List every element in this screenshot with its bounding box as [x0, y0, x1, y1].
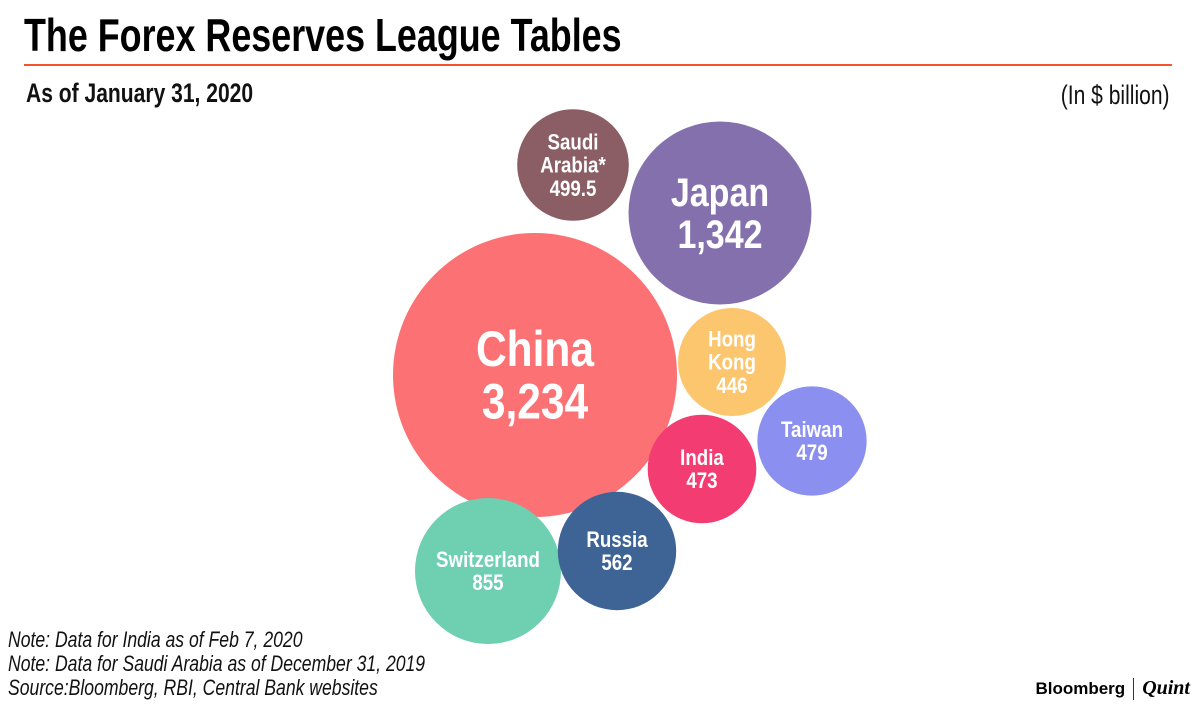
quint-logo: Quint — [1142, 677, 1190, 699]
note-india: Note: Data for India as of Feb 7, 2020 — [8, 627, 303, 652]
bubble-value: 446 — [716, 374, 747, 398]
bubble-circle — [757, 386, 867, 496]
bubble-value: 473 — [686, 470, 717, 494]
footnotes: Note: Data for India as of Feb 7, 2020 N… — [8, 628, 529, 700]
bubble-label: Taiwan — [781, 419, 843, 443]
bubble-label: Hong — [708, 328, 756, 352]
bubble-circle — [557, 491, 677, 611]
bubble-label: Russia — [586, 529, 648, 553]
bubble-circle — [678, 308, 786, 416]
bubble-label: Kong — [708, 351, 756, 375]
bubble-value: 1,342 — [677, 211, 762, 256]
bubble-circle — [517, 109, 629, 221]
title-divider — [24, 64, 1172, 66]
bubble-label: Switzerland — [436, 549, 540, 573]
bubble-circle — [647, 414, 757, 524]
bubble-label: Arabia* — [540, 154, 605, 178]
bubble-value: 855 — [472, 572, 503, 596]
source-note: Source:Bloomberg, RBI, Central Bank webs… — [8, 675, 378, 700]
unit-label: (In $ billion) — [1061, 80, 1170, 110]
bubble-value: 479 — [796, 442, 827, 466]
bubble-value: 499.5 — [550, 177, 597, 201]
bubble-circle — [628, 121, 812, 305]
note-saudi: Note: Data for Saudi Arabia as of Decemb… — [8, 651, 426, 676]
chart-title: The Forex Reserves League Tables — [24, 9, 622, 61]
bubble-label: Saudi — [548, 131, 599, 155]
chart-subtitle: As of January 31, 2020 — [26, 78, 254, 108]
bubble-label: China — [476, 321, 595, 377]
bubble-label: India — [680, 447, 724, 471]
bubble-label: Japan — [671, 169, 769, 214]
brand-logo: Bloomberg Quint — [1035, 677, 1190, 700]
bubble-circle — [393, 233, 677, 517]
logo-divider — [1133, 677, 1135, 700]
bubble-value: 3,234 — [482, 373, 589, 429]
bubble-circle — [414, 497, 562, 645]
bubble-value: 562 — [601, 552, 632, 576]
bloomberg-logo: Bloomberg — [1035, 678, 1126, 698]
